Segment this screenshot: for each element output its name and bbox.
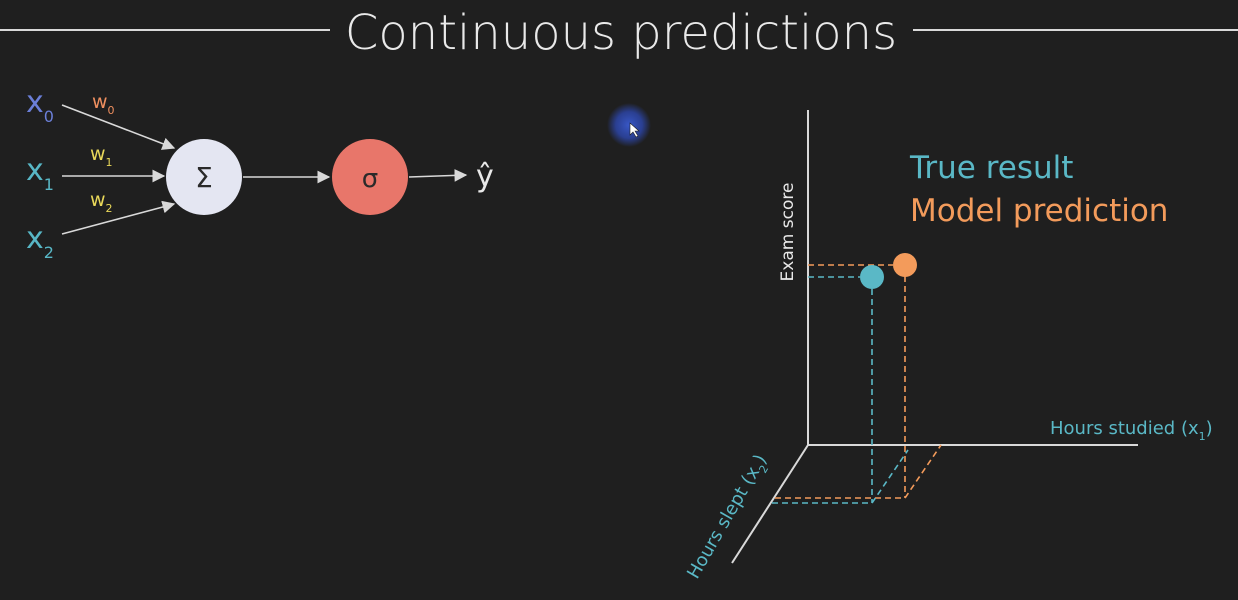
axis-x-label-end: ) — [1206, 418, 1213, 439]
plot-3d: Exam score Hours studied (x1) Hours slep… — [683, 110, 1213, 583]
input-x0-name: x — [26, 85, 44, 120]
input-x2: x2 — [26, 221, 54, 262]
axis-z-label-text: Hours slept (x — [683, 463, 764, 583]
input-x2-sub: 2 — [44, 243, 54, 262]
axis-x-label-sub: 1 — [1199, 430, 1206, 443]
cursor-arrow-icon — [629, 122, 640, 138]
input-x2-name: x — [26, 221, 44, 256]
cursor-highlight — [607, 103, 651, 147]
weight-w0-sub: 0 — [108, 104, 115, 117]
input-x1-name: x — [26, 153, 44, 188]
axis-x-label-text: Hours studied (x — [1050, 418, 1199, 439]
axis-y-label: Exam score — [778, 183, 798, 282]
weight-w2-name: w — [90, 189, 106, 211]
prediction-floor-z — [904, 444, 942, 499]
input-x1-sub: 1 — [44, 175, 54, 194]
edge-activation-output — [408, 169, 468, 182]
weight-w1: w1 — [90, 143, 113, 169]
sum-symbol: Σ — [195, 161, 213, 194]
edge-x2-sum — [61, 200, 176, 235]
true-projection-lines — [772, 276, 909, 504]
slide-title: Continuous predictions — [345, 5, 897, 61]
input-x1: x1 — [26, 153, 54, 194]
sum-node — [166, 139, 242, 215]
weight-w0: w0 — [92, 91, 115, 117]
axis-x-label: Hours studied (x1) — [1050, 418, 1213, 443]
weight-w2: w2 — [90, 189, 113, 215]
neuron-diagram: x0 x1 x2 w0 w1 w2 Σ — [26, 85, 494, 262]
weight-w1-sub: 1 — [106, 156, 113, 169]
edge-x0-sum — [61, 104, 176, 150]
output-y-hat: ŷ — [476, 159, 494, 194]
legend-model-prediction: Model prediction — [910, 193, 1168, 229]
mouse-cursor — [607, 103, 651, 147]
input-x0-sub: 0 — [44, 107, 54, 126]
prediction-projection-lines — [775, 264, 942, 499]
true-floor-z — [871, 449, 909, 504]
true-result-point — [860, 265, 884, 289]
legend-true-result: True result — [909, 150, 1073, 186]
weight-w2-sub: 2 — [106, 202, 113, 215]
activation-node — [332, 139, 408, 215]
weight-w0-name: w — [92, 91, 108, 113]
axis-z — [731, 444, 809, 564]
activation-symbol: σ — [362, 164, 378, 194]
input-x0: x0 — [26, 85, 54, 126]
model-prediction-point — [893, 253, 917, 277]
weight-w1-name: w — [90, 143, 106, 165]
